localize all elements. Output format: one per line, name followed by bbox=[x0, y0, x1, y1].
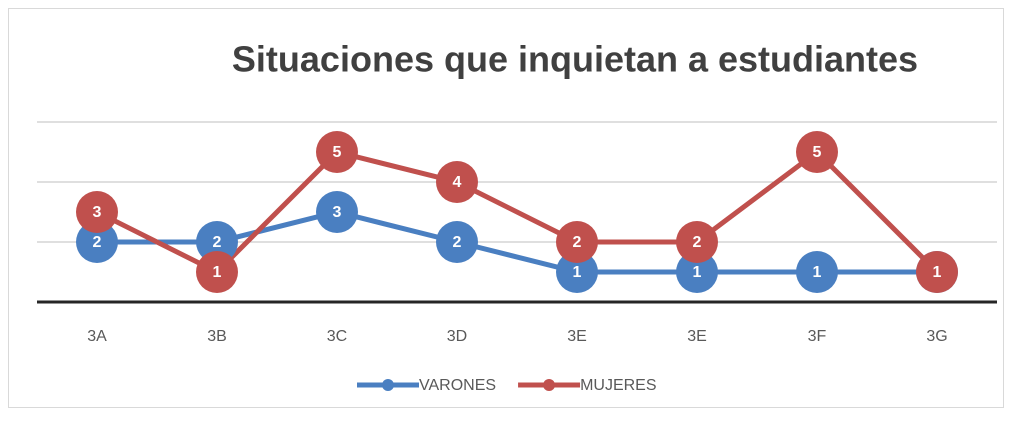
x-tick-label: 3E bbox=[567, 328, 587, 345]
data-label: 3 bbox=[333, 204, 342, 221]
legend-label: VARONES bbox=[419, 377, 496, 394]
data-label: 3 bbox=[93, 204, 102, 221]
marker bbox=[676, 251, 718, 293]
x-tick-label: 3E bbox=[687, 328, 707, 345]
x-tick-label: 3F bbox=[808, 328, 827, 345]
marker bbox=[196, 221, 238, 263]
legend-marker bbox=[382, 379, 394, 391]
marker bbox=[796, 131, 838, 173]
marker bbox=[676, 221, 718, 263]
marker bbox=[316, 131, 358, 173]
data-label: 5 bbox=[333, 144, 342, 161]
series-line bbox=[95, 148, 939, 276]
marker bbox=[556, 221, 598, 263]
marker bbox=[436, 221, 478, 263]
data-label: 2 bbox=[93, 234, 102, 251]
data-label: 1 bbox=[573, 264, 582, 281]
marker bbox=[76, 221, 118, 263]
marker bbox=[196, 251, 238, 293]
marker bbox=[796, 251, 838, 293]
data-label: 2 bbox=[573, 234, 582, 251]
legend-marker bbox=[543, 379, 556, 391]
data-label: 1 bbox=[213, 264, 222, 281]
data-label: 1 bbox=[693, 264, 702, 281]
x-tick-label: 3A bbox=[87, 328, 107, 345]
chart-title: Situaciones que inquietan a estudiantes bbox=[232, 39, 918, 80]
marker bbox=[316, 191, 358, 233]
x-tick-label: 3B bbox=[207, 328, 227, 345]
marker bbox=[76, 191, 118, 233]
data-label: 4 bbox=[453, 174, 462, 191]
marker bbox=[556, 251, 598, 293]
data-label: 2 bbox=[453, 234, 462, 251]
marker bbox=[436, 161, 478, 203]
data-label: 2 bbox=[693, 234, 702, 251]
marker bbox=[916, 251, 958, 293]
x-tick-label: 3D bbox=[447, 328, 467, 345]
x-tick-label: 3G bbox=[926, 328, 947, 345]
data-label: 5 bbox=[813, 144, 822, 161]
x-tick-label: 3C bbox=[327, 328, 347, 345]
data-label: 1 bbox=[933, 264, 942, 281]
data-label: 1 bbox=[813, 264, 822, 281]
legend-label: MUJERES bbox=[580, 377, 656, 394]
data-label: 2 bbox=[213, 234, 222, 251]
